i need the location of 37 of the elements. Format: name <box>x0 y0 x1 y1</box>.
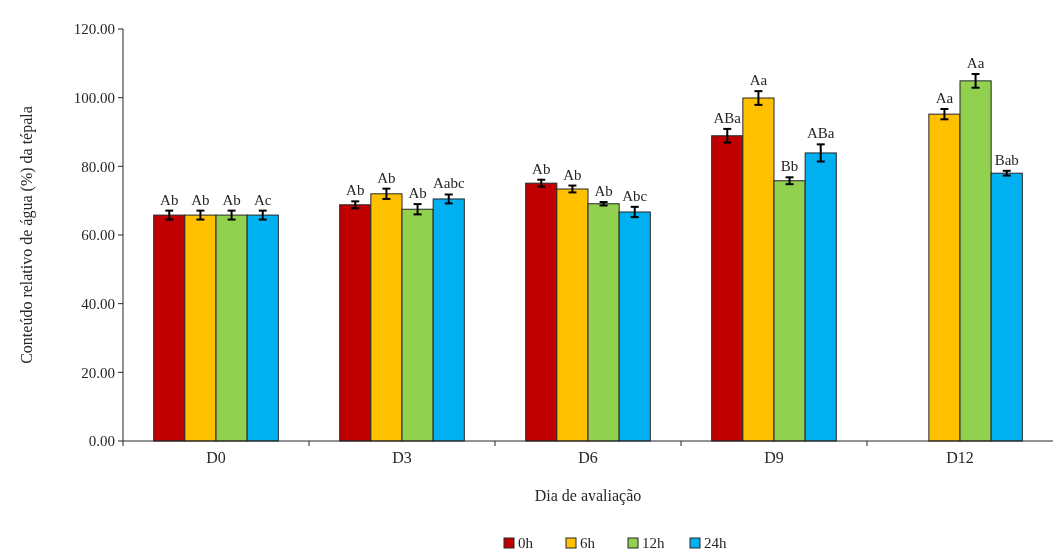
y-tick-label: 20.00 <box>81 364 115 381</box>
data-label: Bb <box>780 158 799 175</box>
data-label: Abc <box>622 187 648 204</box>
data-label: Ab <box>408 185 427 202</box>
y-tick-label: 120.00 <box>73 21 115 38</box>
y-tick-label: 60.00 <box>81 227 115 244</box>
data-label: ABa <box>713 109 742 126</box>
data-label: Ab <box>563 166 582 183</box>
data-label: Ab <box>346 182 365 199</box>
data-label: Ab <box>191 191 210 208</box>
data-label: Ab <box>160 191 179 208</box>
x-tick-label: D9 <box>764 449 784 466</box>
data-label: Ab <box>594 183 613 200</box>
data-label: ABa <box>806 125 835 142</box>
y-tick-label: 80.00 <box>81 158 115 175</box>
x-tick-label: D12 <box>946 449 974 466</box>
x-tick-label: D0 <box>206 449 226 466</box>
data-label: Aa <box>935 90 954 106</box>
y-tick-label: 0.00 <box>88 433 115 450</box>
x-axis-title: Dia de avaliação <box>534 487 642 505</box>
y-tick-label: 40.00 <box>81 295 115 312</box>
data-label: Aa <box>749 72 768 89</box>
data-label: Ab <box>532 160 551 177</box>
y-tick-label: 100.00 <box>73 89 115 106</box>
data-label: Ab <box>377 169 396 186</box>
y-axis-title: Conteúdo relativo de água (%) da tépala <box>18 106 36 364</box>
legend-label: 0h <box>518 535 534 549</box>
data-label: Aabc <box>432 175 465 192</box>
x-tick-label: D6 <box>578 449 598 466</box>
data-label: Ab <box>222 191 241 208</box>
legend-label: 24h <box>704 535 727 549</box>
x-tick-label: D3 <box>392 449 412 466</box>
data-label: Aa <box>966 54 985 71</box>
legend-label: 12h <box>642 535 665 549</box>
data-label: Ac <box>253 191 272 208</box>
data-label: Bab <box>994 151 1019 168</box>
legend-label: 6h <box>580 535 596 549</box>
